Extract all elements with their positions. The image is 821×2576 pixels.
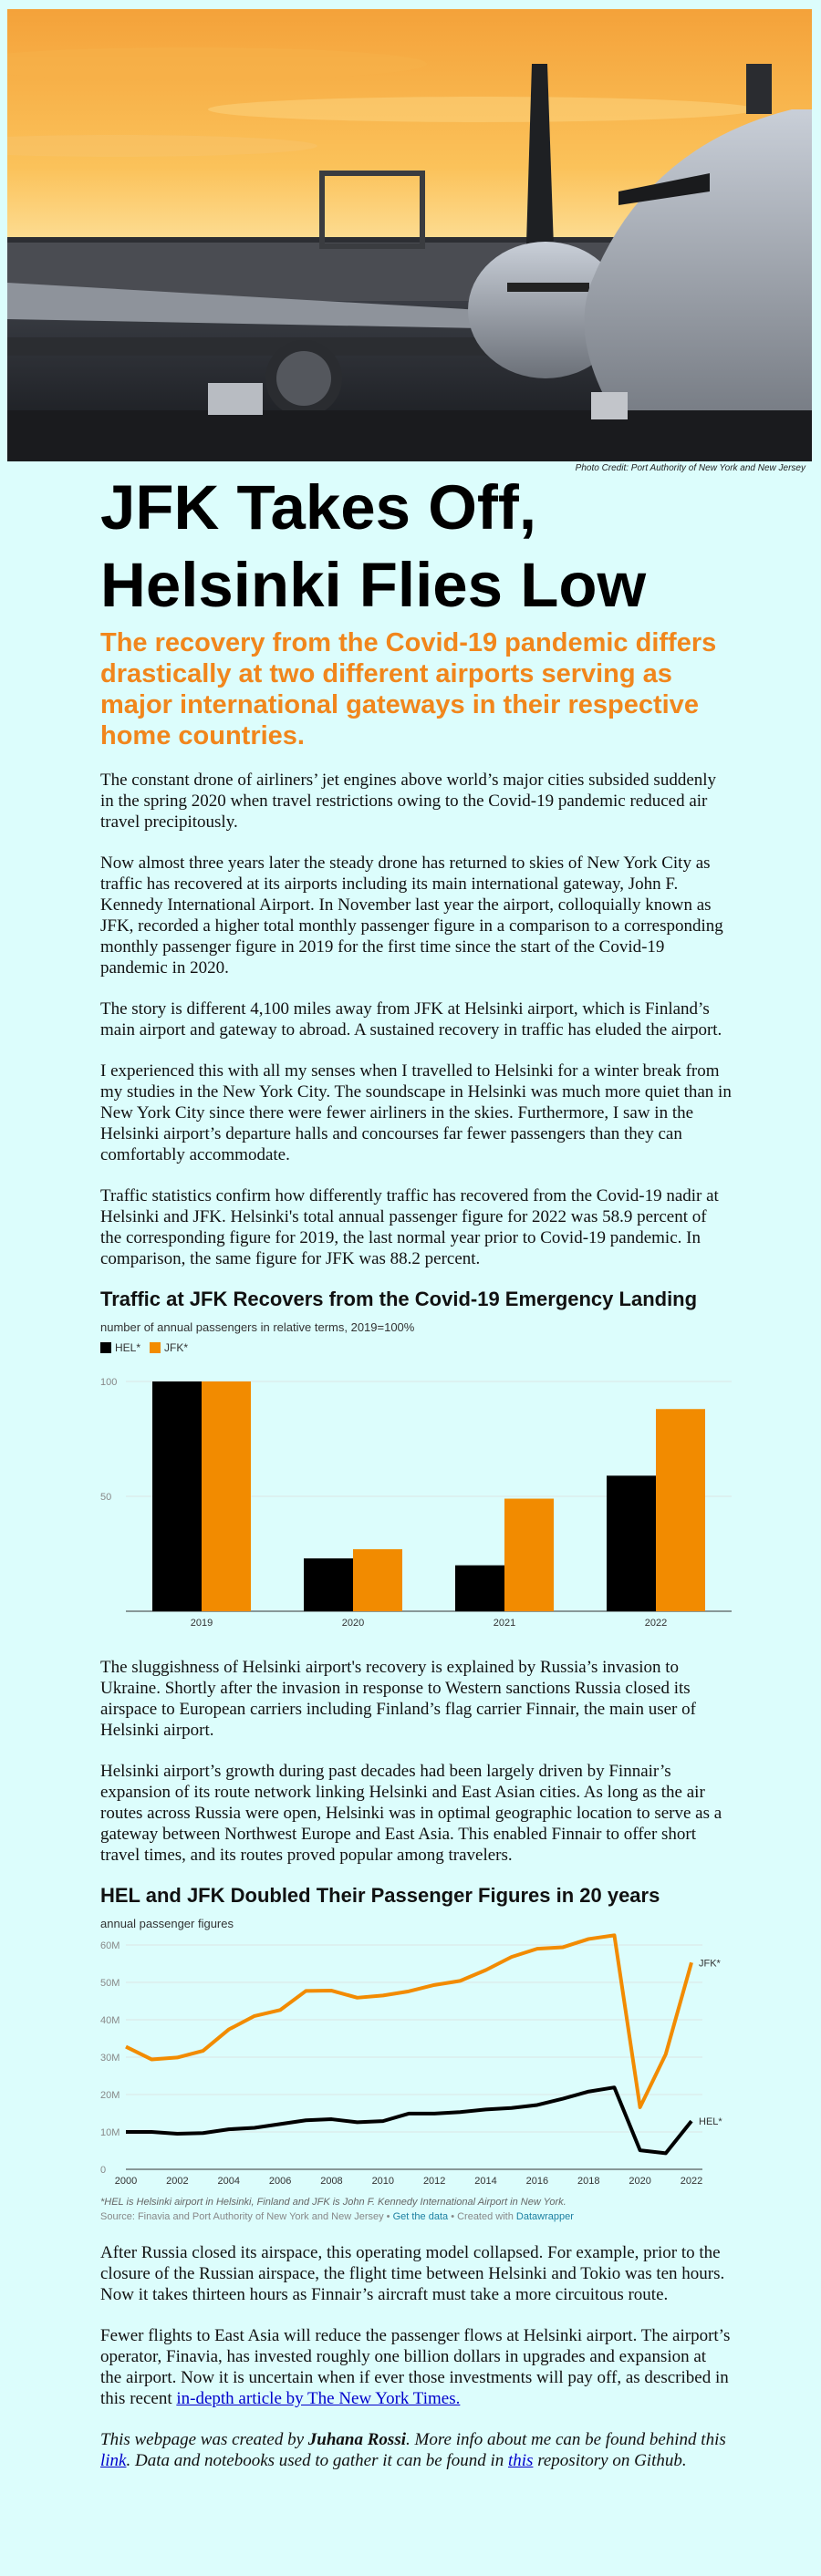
- line-y-tick-label: 10M: [100, 2127, 120, 2138]
- paragraph-text: Fewer flights to East Asia will reduce t…: [100, 2326, 731, 2408]
- paragraph: Now almost three years later the steady …: [100, 853, 723, 978]
- footer: This webpage was created by Juhana Rossi…: [100, 2429, 732, 2471]
- hero-image: [7, 9, 812, 461]
- footer-post: repository on Github.: [537, 2451, 687, 2470]
- line-x-tick-label: 2014: [474, 2176, 496, 2187]
- bar-jfk-2021: [504, 1498, 554, 1611]
- bar-x-tick-label: 2022: [645, 1618, 667, 1629]
- get-data-link[interactable]: Get the data: [392, 2211, 449, 2222]
- line-y-tick-label: 40M: [100, 2015, 120, 2026]
- bar-jfk-2020: [353, 1548, 402, 1611]
- page-title: JFK Takes Off, Helsinki Flies Low: [100, 472, 647, 620]
- bar-y-tick-label: 50: [100, 1492, 111, 1503]
- line-x-tick-label: 2022: [681, 2176, 702, 2187]
- nyt-article-link[interactable]: in-depth article by The New York Times.: [176, 2389, 461, 2408]
- paragraph: Traffic statistics confirm how different…: [100, 1186, 719, 1268]
- author-name: Juhana Rossi: [307, 2430, 406, 2449]
- line-y-tick-label: 0: [100, 2165, 106, 2176]
- line-x-tick-label: 2002: [166, 2176, 188, 2187]
- bar-chart-title: Traffic at JFK Recovers from the Covid-1…: [100, 1288, 698, 1310]
- datawrapper-link[interactable]: Datawrapper: [515, 2211, 574, 2222]
- about-me-link[interactable]: link: [100, 2451, 127, 2470]
- series-label-jfk: JFK*: [699, 1958, 722, 1969]
- line-x-tick-label: 2012: [423, 2176, 445, 2187]
- line-x-tick-label: 2020: [629, 2176, 650, 2187]
- bar-x-tick-label: 2019: [191, 1618, 213, 1629]
- chart-footnote: *HEL is Helsinki airport in Helsinki, Fi…: [100, 2197, 566, 2208]
- line-chart-subtitle: annual passenger figures: [100, 1917, 234, 1930]
- paragraph: I experienced this with all my senses wh…: [100, 1061, 732, 1164]
- legend-item-jfk: JFK*: [150, 1341, 188, 1354]
- paragraph: The story is different 4,100 miles away …: [100, 999, 722, 1040]
- source-text: Source: Finavia and Port Authority of Ne…: [100, 2211, 390, 2222]
- bar-chart-legend: HEL* JFK*: [100, 1341, 732, 1354]
- series-line-hel: [126, 2085, 693, 2156]
- chart-source: Source: Finavia and Port Authority of Ne…: [100, 2211, 732, 2222]
- legend-swatch-hel: [100, 1342, 111, 1353]
- line-x-tick-label: 2016: [526, 2176, 548, 2187]
- paragraph: The sluggishness of Helsinki airport's r…: [100, 1658, 696, 1740]
- line-chart-title: HEL and JFK Doubled Their Passenger Figu…: [100, 1884, 660, 1907]
- line-x-tick-label: 2006: [269, 2176, 291, 2187]
- line-x-tick-label: 2000: [115, 2176, 137, 2187]
- created-with-text: • Created with: [451, 2211, 514, 2222]
- bar-hel-2019: [152, 1381, 202, 1611]
- line-x-tick-label: 2008: [320, 2176, 342, 2187]
- series-label-hel: HEL*: [699, 2116, 722, 2127]
- line-chart: 0 10M 20M 30M 40M 50M 60M 2000 2002 2004 2006 2008 2…: [100, 1933, 722, 2187]
- footer-pre: This webpage was created by: [100, 2430, 305, 2449]
- bar-chart-subtitle: number of annual passengers in relative …: [100, 1320, 415, 1334]
- legend-label-hel: HEL*: [115, 1341, 141, 1354]
- footer-text: This webpage was created by Juhana Rossi…: [100, 2429, 732, 2471]
- legend-swatch-jfk: [150, 1342, 161, 1353]
- bar-chart: 50 100 2019 2020 2021 2022: [100, 1377, 732, 1629]
- paragraph: Helsinki airport’s growth during past de…: [100, 1762, 722, 1865]
- line-x-tick-label: 2004: [217, 2176, 239, 2187]
- footer-mid2: . Data and notebooks used to gather it c…: [126, 2451, 504, 2470]
- paragraph: After Russia closed its airspace, this o…: [100, 2243, 725, 2304]
- bar-hel-2020: [304, 1558, 353, 1611]
- bar-hel-2021: [455, 1565, 504, 1611]
- series-line-jfk: [125, 1933, 693, 2109]
- line-y-tick-label: 50M: [100, 1978, 120, 1989]
- repository-link[interactable]: this: [507, 2451, 534, 2470]
- paragraph: The constant drone of airliners’ jet eng…: [100, 771, 717, 832]
- line-y-tick-label: 20M: [100, 2090, 120, 2101]
- bar-jfk-2022: [656, 1409, 705, 1611]
- line-x-tick-label: 2018: [577, 2176, 599, 2187]
- paragraph: Fewer flights to East Asia will reduce t…: [100, 2325, 732, 2409]
- photo-credit: Photo Credit: Port Authority of New York…: [575, 463, 805, 473]
- article: JFK Takes Off, Helsinki Flies Low The re…: [100, 469, 732, 2471]
- bar-hel-2022: [607, 1475, 656, 1611]
- bar-x-tick-label: 2021: [494, 1618, 515, 1629]
- article-subtitle: The recovery from the Covid-19 pandemic …: [100, 628, 717, 750]
- legend-item-hel: HEL*: [100, 1341, 140, 1354]
- bar-jfk-2019: [202, 1381, 251, 1611]
- bar-y-tick-label: 100: [100, 1377, 117, 1388]
- line-y-tick-label: 30M: [100, 2053, 120, 2064]
- line-x-tick-label: 2010: [372, 2176, 394, 2187]
- footer-mid1: . More info about me can be found behind…: [406, 2430, 726, 2449]
- line-y-tick-label: 60M: [100, 1940, 120, 1951]
- legend-label-jfk: JFK*: [164, 1341, 189, 1354]
- bar-x-tick-label: 2020: [342, 1618, 364, 1629]
